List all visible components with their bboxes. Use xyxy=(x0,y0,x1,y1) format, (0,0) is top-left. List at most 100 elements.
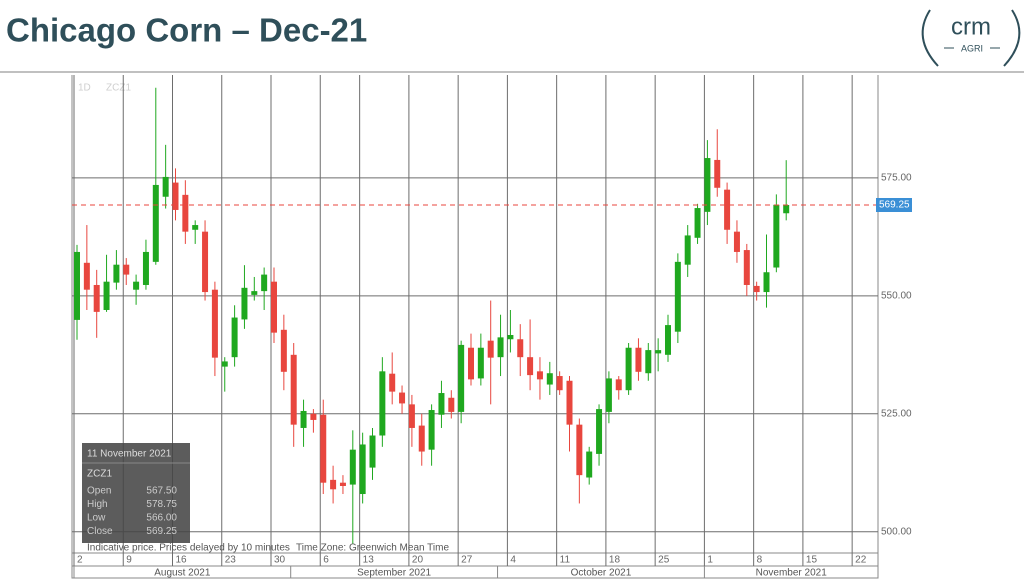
tooltip-value: 566.00 xyxy=(146,513,177,524)
candle-body xyxy=(497,337,504,358)
candle-body xyxy=(349,449,356,485)
x-tick-label: 13 xyxy=(363,555,375,566)
x-tick-label: 25 xyxy=(658,555,670,566)
candle-body xyxy=(704,158,711,212)
x-tick-label: 6 xyxy=(323,555,329,566)
candle-body xyxy=(546,373,553,385)
candle-body xyxy=(527,357,534,376)
candle-body xyxy=(645,350,652,374)
candle-body xyxy=(487,340,494,358)
candle-body xyxy=(231,317,238,358)
candle-body xyxy=(320,414,327,483)
logo-name: crm xyxy=(951,13,991,40)
candle-body xyxy=(596,409,603,454)
month-label: August 2021 xyxy=(154,568,211,579)
tooltip-box xyxy=(82,443,190,543)
candle-body xyxy=(556,376,563,391)
candle-body xyxy=(162,176,169,197)
tooltip-value: 567.50 xyxy=(146,486,177,497)
x-tick-label: 18 xyxy=(609,555,621,566)
x-tick-label: 16 xyxy=(176,555,188,566)
candle-body xyxy=(763,272,770,293)
candle-body xyxy=(674,261,681,332)
x-tick-label: 2 xyxy=(77,555,83,566)
tooltip: 11 November 2021 ZCZ1 Open 567.50 High 578.75… xyxy=(82,443,190,543)
x-tick-label: 27 xyxy=(461,555,473,566)
candle-body xyxy=(724,189,731,230)
candle-body xyxy=(615,379,622,391)
x-tick-label: 9 xyxy=(126,555,132,566)
candle-body xyxy=(241,287,248,320)
candle-body xyxy=(753,285,760,293)
candle-body xyxy=(83,262,90,290)
x-tick-label: 20 xyxy=(412,555,424,566)
candle-body xyxy=(379,371,386,436)
candle-body xyxy=(330,479,337,490)
y-tick-label: 575.00 xyxy=(881,173,912,184)
candle-body xyxy=(517,339,524,358)
candle-body xyxy=(458,344,465,412)
slide-title: Chicago Corn – Dec-21 xyxy=(6,12,367,49)
tooltip-key: High xyxy=(87,499,108,510)
x-tick-label: 1 xyxy=(707,555,713,566)
symbol-label: ZCZ1 xyxy=(106,83,131,94)
candle-body xyxy=(339,482,346,486)
candle-body xyxy=(172,182,179,210)
candle-body xyxy=(192,225,199,230)
candle-body xyxy=(261,274,268,292)
candle-body xyxy=(428,410,435,450)
logo-sub: AGRI xyxy=(961,43,983,53)
tooltip-date: 11 November 2021 xyxy=(87,449,172,460)
candle-body xyxy=(743,250,750,285)
month-label: September 2021 xyxy=(357,568,431,579)
month-label: November 2021 xyxy=(756,568,828,579)
candle-body xyxy=(290,354,297,425)
candle-body xyxy=(448,397,455,412)
candle-body xyxy=(300,410,307,428)
footer-note: Time Zone: Greenwich Mean Time xyxy=(296,543,449,554)
candle-body xyxy=(93,284,100,312)
x-tick-label: 11 xyxy=(560,555,571,566)
x-tick-label: 8 xyxy=(757,555,763,566)
footer-note: Indicative price. Prices delayed by 10 m… xyxy=(87,543,290,554)
candle-body xyxy=(714,159,721,188)
candle-body xyxy=(359,444,366,495)
candle-body xyxy=(438,393,445,415)
x-tick-label: 15 xyxy=(806,555,818,566)
month-label: October 2021 xyxy=(571,568,632,579)
candle-body xyxy=(74,251,80,320)
candle-body xyxy=(566,380,573,425)
candle-body xyxy=(536,371,543,380)
candle-body xyxy=(783,204,790,214)
logo xyxy=(921,9,1021,67)
candle-body xyxy=(665,325,671,355)
candle-body xyxy=(389,373,396,392)
y-tick-label: 500.00 xyxy=(881,526,912,537)
x-tick-label: 30 xyxy=(274,555,286,566)
candle-body xyxy=(211,289,218,358)
candle-body xyxy=(310,413,317,420)
candle-body xyxy=(733,231,740,252)
candle-body xyxy=(477,347,484,379)
x-tick-label: 22 xyxy=(855,555,867,566)
interval-label: 1D xyxy=(78,83,91,94)
tooltip-key: Open xyxy=(87,486,111,497)
candle-body xyxy=(468,347,474,380)
candle-body xyxy=(694,208,701,238)
candle-body xyxy=(369,435,376,468)
laurel-right xyxy=(1003,9,1021,67)
candle-body xyxy=(280,329,287,372)
candle-body xyxy=(251,291,258,295)
tooltip-key: Close xyxy=(87,526,113,537)
candle-body xyxy=(202,231,209,293)
candle-body xyxy=(773,204,780,268)
tooltip-value: 578.75 xyxy=(146,499,177,510)
x-tick-label: 4 xyxy=(510,555,516,566)
candle-body xyxy=(271,281,277,333)
candle-body xyxy=(576,424,583,476)
candle-body xyxy=(586,451,593,478)
y-tick-label: 550.00 xyxy=(881,290,912,301)
last-price-label: 569.25 xyxy=(879,200,910,211)
